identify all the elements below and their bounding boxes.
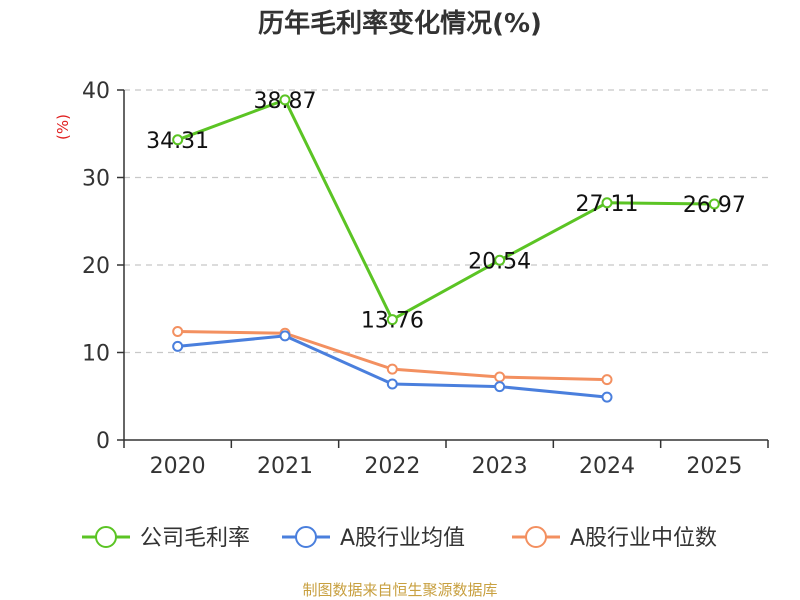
x-tick-label: 2025 <box>686 454 742 479</box>
x-tick-label: 2021 <box>257 454 313 479</box>
data-label: 20.54 <box>468 249 531 274</box>
legend-item[interactable]: A股行业中位数 <box>512 526 717 551</box>
x-tick-label: 2023 <box>472 454 528 479</box>
data-point[interactable] <box>172 134 184 146</box>
data-label: 34.31 <box>146 129 209 154</box>
series-lines <box>172 94 720 403</box>
data-point[interactable] <box>601 197 613 209</box>
data-point[interactable] <box>494 254 506 266</box>
grid-lines <box>124 89 768 354</box>
x-tick-label: 2020 <box>150 454 206 479</box>
y-tick-labels: 0 10 20 30 40 <box>82 79 124 454</box>
data-point[interactable] <box>279 330 291 342</box>
chart-title: 历年毛利率变化情况(%) <box>258 8 542 39</box>
data-point[interactable] <box>386 314 398 326</box>
x-tick-label: 2024 <box>579 454 635 479</box>
y-tick-label: 10 <box>82 342 110 367</box>
source-note: 制图数据来自恒生聚源数据库 <box>302 581 497 599</box>
data-point[interactable] <box>172 326 184 337</box>
data-point[interactable] <box>708 198 720 210</box>
data-point[interactable] <box>494 381 506 393</box>
series-1 <box>172 330 613 403</box>
legend-label: A股行业中位数 <box>570 526 717 551</box>
legend-marker <box>295 526 317 548</box>
data-labels: 34.31 38.87 13.76 20.54 27.11 26.97 <box>146 89 746 334</box>
data-label: 38.87 <box>254 89 317 114</box>
legend[interactable]: 公司毛利率 A股行业均值 A股行业中位数 <box>82 526 717 551</box>
data-label: 13.76 <box>361 309 424 334</box>
legend-item[interactable]: 公司毛利率 <box>82 526 250 551</box>
data-point[interactable] <box>386 378 398 390</box>
y-axis-unit: (%) <box>54 114 72 140</box>
y-tick-label: 0 <box>96 429 110 454</box>
y-tick-label: 30 <box>82 167 110 192</box>
legend-item[interactable]: A股行业均值 <box>282 526 465 551</box>
series-line <box>177 98 715 322</box>
y-tick-label: 20 <box>82 254 110 279</box>
series-2 <box>172 326 613 386</box>
data-label: 27.11 <box>576 192 639 217</box>
y-tick-label: 40 <box>82 79 110 104</box>
legend-label: 公司毛利率 <box>140 526 250 551</box>
data-label: 26.97 <box>683 193 746 218</box>
series-0 <box>172 94 720 326</box>
legend-marker <box>95 526 117 548</box>
data-point[interactable] <box>494 371 506 383</box>
data-point[interactable] <box>386 363 398 375</box>
data-point[interactable] <box>601 374 613 386</box>
data-point[interactable] <box>172 340 184 352</box>
x-tick-label: 2022 <box>364 454 420 479</box>
data-point[interactable] <box>279 94 291 106</box>
legend-marker <box>525 526 547 548</box>
x-tick-labels: 2020 2021 2022 2023 2024 2025 <box>123 440 769 479</box>
data-point[interactable] <box>601 391 613 403</box>
legend-label: A股行业均值 <box>340 526 465 551</box>
